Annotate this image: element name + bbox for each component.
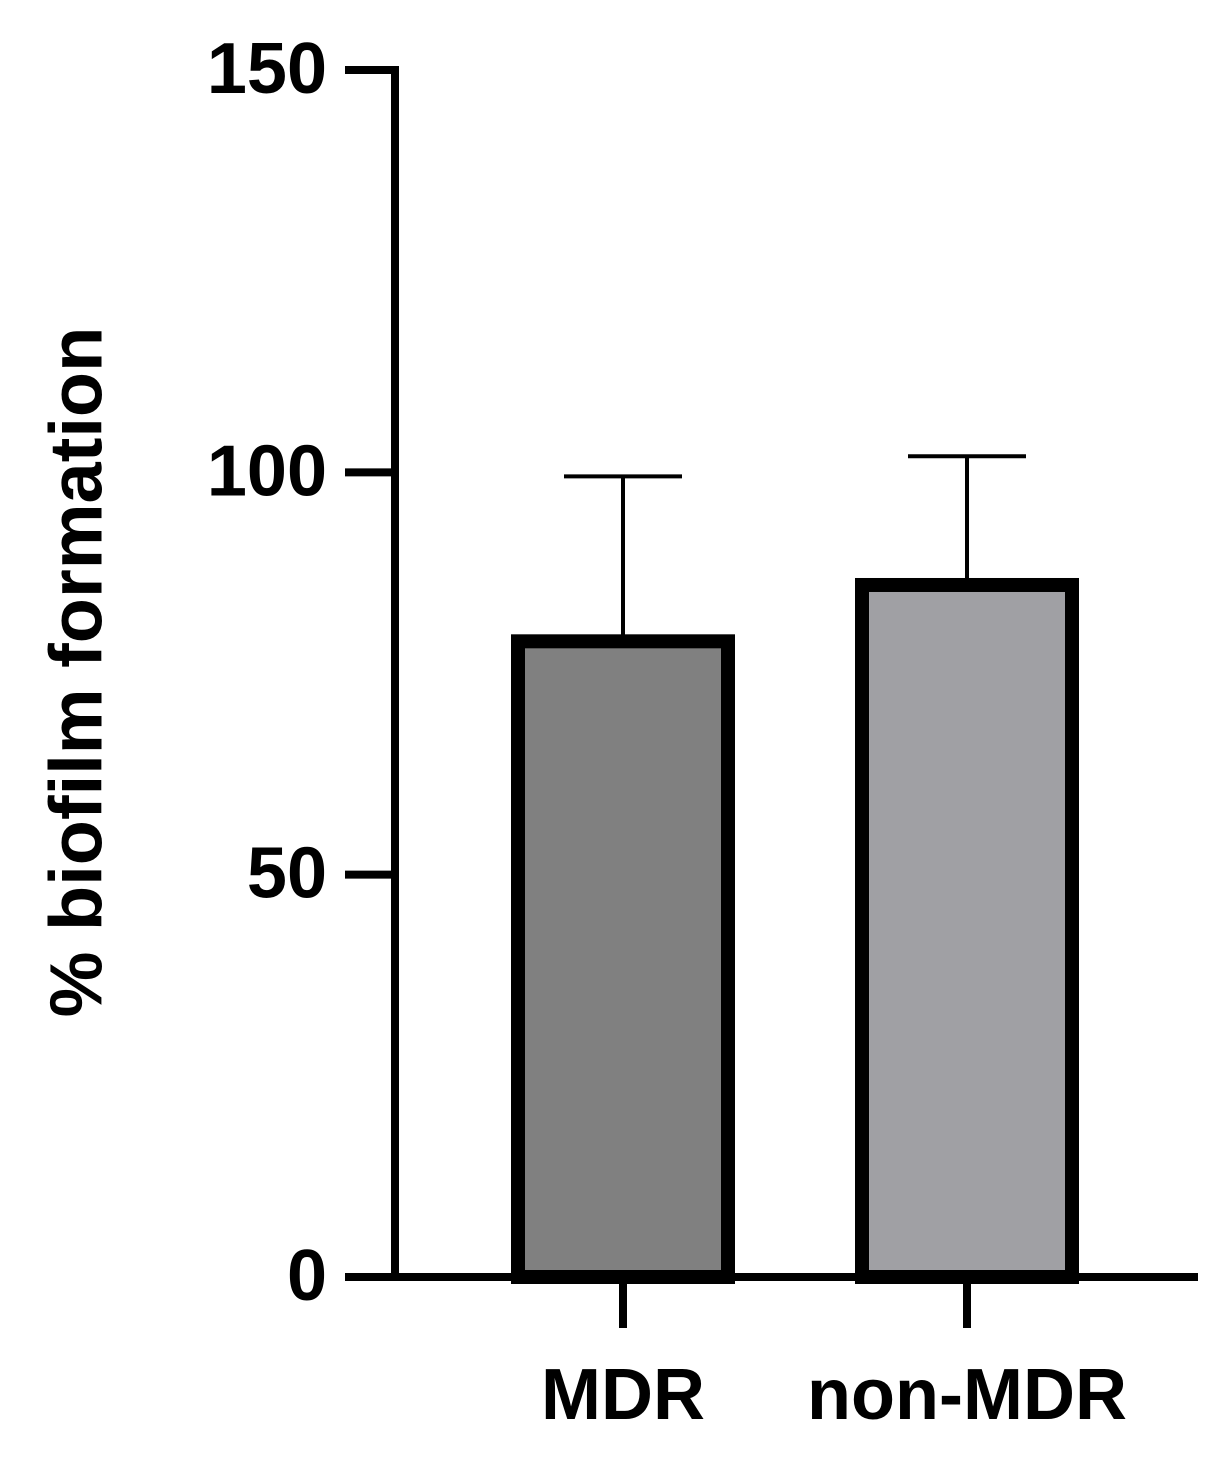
y-axis-label: % biofilm formation	[35, 327, 118, 1018]
x-tick-label: MDR	[541, 1355, 705, 1435]
y-tick-label: 50	[247, 834, 327, 914]
y-tick-label: 100	[207, 431, 327, 511]
y-tick-label: 150	[207, 29, 327, 109]
bar	[855, 577, 1079, 1284]
bar	[511, 634, 735, 1284]
y-tick-label: 0	[287, 1236, 327, 1316]
x-tick-label: non-MDR	[807, 1355, 1127, 1435]
